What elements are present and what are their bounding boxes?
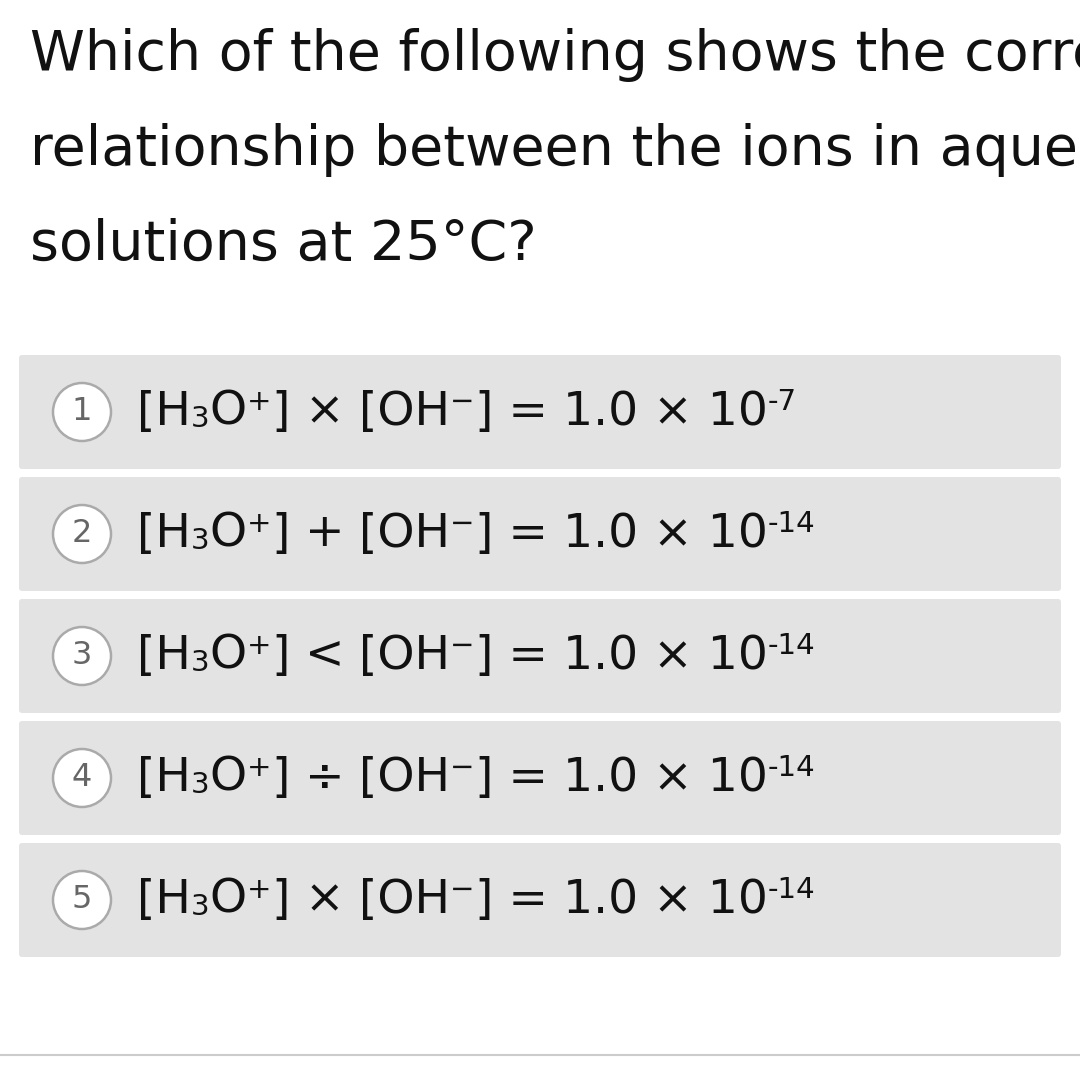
FancyBboxPatch shape bbox=[19, 843, 1061, 957]
Text: ]: ] bbox=[271, 877, 289, 922]
Text: -14: -14 bbox=[768, 876, 815, 904]
Text: O: O bbox=[210, 634, 246, 679]
Circle shape bbox=[53, 749, 111, 808]
Text: [H: [H bbox=[137, 634, 191, 679]
Text: ] = 1.0 × 10: ] = 1.0 × 10 bbox=[474, 634, 768, 679]
Text: solutions at 25°C?: solutions at 25°C? bbox=[30, 218, 537, 272]
Text: ] = 1.0 × 10: ] = 1.0 × 10 bbox=[474, 390, 768, 435]
Text: Which of the following shows the correct: Which of the following shows the correct bbox=[30, 28, 1080, 82]
Text: [OH: [OH bbox=[360, 390, 450, 435]
Text: -14: -14 bbox=[768, 632, 815, 660]
Circle shape bbox=[53, 871, 111, 929]
Text: ] = 1.0 × 10: ] = 1.0 × 10 bbox=[474, 512, 768, 557]
Text: ]: ] bbox=[271, 512, 289, 557]
Text: −: − bbox=[450, 388, 474, 416]
Text: O: O bbox=[210, 755, 246, 800]
Text: ×: × bbox=[289, 390, 360, 435]
Text: +: + bbox=[246, 876, 271, 904]
Text: -14: -14 bbox=[768, 754, 815, 782]
Text: [H: [H bbox=[137, 755, 191, 800]
Text: −: − bbox=[450, 754, 474, 782]
Text: <: < bbox=[289, 634, 360, 679]
Text: 4: 4 bbox=[72, 763, 92, 794]
Text: 3: 3 bbox=[191, 406, 210, 434]
Text: -7: -7 bbox=[768, 388, 797, 416]
Text: 3: 3 bbox=[191, 893, 210, 921]
Text: +: + bbox=[246, 388, 271, 416]
Circle shape bbox=[53, 383, 111, 441]
Text: 3: 3 bbox=[71, 640, 92, 672]
Text: ] = 1.0 × 10: ] = 1.0 × 10 bbox=[474, 877, 768, 922]
Text: ]: ] bbox=[271, 634, 289, 679]
Text: ] = 1.0 × 10: ] = 1.0 × 10 bbox=[474, 755, 768, 800]
Text: O: O bbox=[210, 512, 246, 557]
Circle shape bbox=[53, 627, 111, 685]
FancyBboxPatch shape bbox=[19, 721, 1061, 835]
Text: relationship between the ions in aqueous: relationship between the ions in aqueous bbox=[30, 123, 1080, 177]
Text: −: − bbox=[450, 510, 474, 538]
Text: −: − bbox=[450, 876, 474, 904]
Text: ]: ] bbox=[271, 390, 289, 435]
Text: +: + bbox=[246, 754, 271, 782]
Text: O: O bbox=[210, 390, 246, 435]
Text: +: + bbox=[246, 632, 271, 660]
Text: +: + bbox=[246, 510, 271, 538]
FancyBboxPatch shape bbox=[19, 477, 1061, 591]
Text: 5: 5 bbox=[71, 885, 92, 916]
Text: [H: [H bbox=[137, 877, 191, 922]
Text: O: O bbox=[210, 877, 246, 922]
Text: [H: [H bbox=[137, 390, 191, 435]
Text: [OH: [OH bbox=[360, 634, 450, 679]
Text: [OH: [OH bbox=[360, 512, 450, 557]
Text: ÷: ÷ bbox=[289, 755, 360, 800]
Text: 2: 2 bbox=[71, 518, 92, 549]
Text: −: − bbox=[450, 632, 474, 660]
Text: 3: 3 bbox=[191, 649, 210, 678]
Circle shape bbox=[53, 506, 111, 563]
FancyBboxPatch shape bbox=[19, 599, 1061, 713]
Text: -14: -14 bbox=[768, 510, 815, 538]
Text: 3: 3 bbox=[191, 528, 210, 556]
Text: +: + bbox=[289, 512, 360, 557]
Text: ×: × bbox=[289, 877, 360, 922]
Text: [H: [H bbox=[137, 512, 191, 557]
Text: [OH: [OH bbox=[360, 877, 450, 922]
Text: 3: 3 bbox=[191, 771, 210, 799]
Text: 1: 1 bbox=[71, 396, 92, 427]
Text: [OH: [OH bbox=[360, 755, 450, 800]
FancyBboxPatch shape bbox=[19, 355, 1061, 469]
Text: ]: ] bbox=[271, 755, 289, 800]
